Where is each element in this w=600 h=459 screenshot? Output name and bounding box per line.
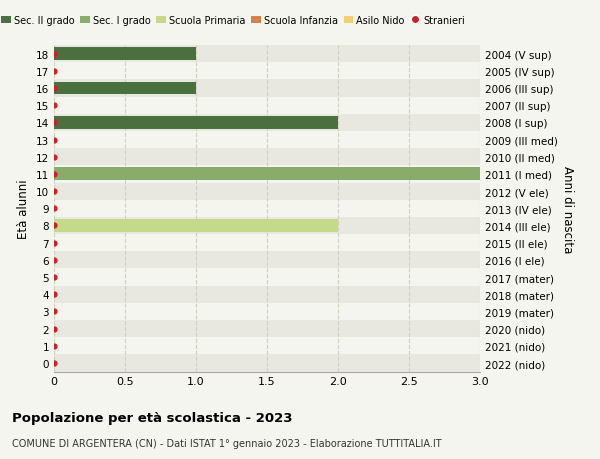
Bar <box>54 200 480 218</box>
Bar <box>54 168 480 181</box>
Text: Popolazione per età scolastica - 2023: Popolazione per età scolastica - 2023 <box>12 411 293 424</box>
Bar <box>54 82 196 95</box>
Bar <box>54 46 480 63</box>
Bar <box>54 97 480 114</box>
Text: COMUNE DI ARGENTERA (CN) - Dati ISTAT 1° gennaio 2023 - Elaborazione TUTTITALIA.: COMUNE DI ARGENTERA (CN) - Dati ISTAT 1°… <box>12 438 442 448</box>
Bar <box>54 80 480 97</box>
Bar <box>54 117 338 129</box>
Bar <box>54 269 480 286</box>
Bar <box>54 149 480 166</box>
Bar <box>54 166 480 183</box>
Bar <box>54 114 480 132</box>
Y-axis label: Età alunni: Età alunni <box>17 179 31 239</box>
Bar <box>54 48 196 61</box>
Bar <box>54 218 480 235</box>
Bar <box>54 320 480 337</box>
Bar <box>54 132 480 149</box>
Bar <box>54 183 480 200</box>
Bar <box>54 286 480 303</box>
Bar <box>54 219 338 232</box>
Bar <box>54 337 480 355</box>
Legend: Sec. II grado, Sec. I grado, Scuola Primaria, Scuola Infanzia, Asilo Nido, Stran: Sec. II grado, Sec. I grado, Scuola Prim… <box>0 11 469 29</box>
Y-axis label: Anni di nascita: Anni di nascita <box>562 165 574 252</box>
Bar <box>54 252 480 269</box>
Bar <box>54 235 480 252</box>
Bar <box>54 355 480 372</box>
Bar <box>54 303 480 320</box>
Bar <box>54 63 480 80</box>
